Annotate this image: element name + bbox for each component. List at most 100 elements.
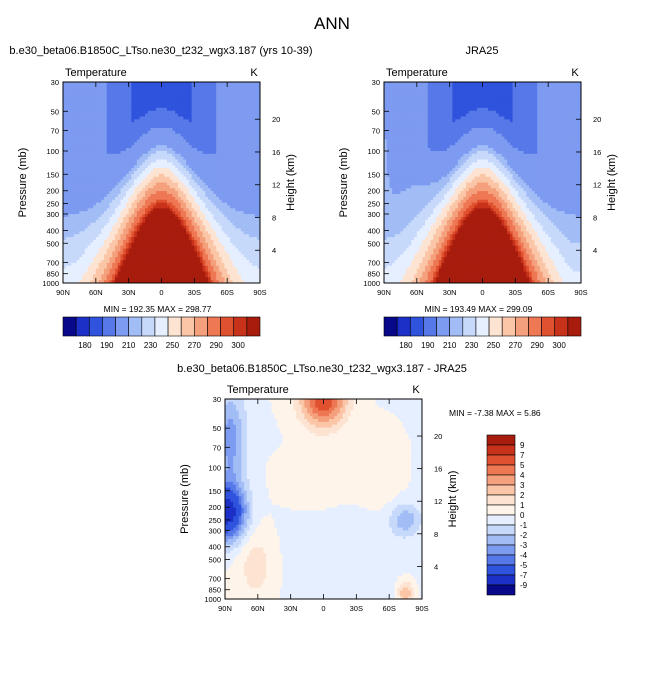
field-cell — [186, 196, 190, 201]
field-cell — [169, 82, 173, 86]
field-cell — [134, 193, 138, 198]
field-cell — [95, 234, 99, 238]
field-cell — [112, 262, 116, 267]
field-cell — [109, 165, 113, 169]
field-cell — [68, 251, 72, 255]
field-cell — [240, 153, 244, 158]
field-cell — [114, 176, 119, 181]
field-cell — [123, 153, 127, 158]
field-cell — [156, 153, 160, 158]
field-cell — [216, 254, 220, 258]
field-cell — [95, 159, 99, 163]
field-cell — [156, 139, 160, 143]
field-cell — [194, 254, 198, 258]
field-cell — [65, 159, 69, 163]
field-cell — [63, 125, 67, 129]
field-cell — [164, 113, 168, 117]
field-cell — [87, 196, 91, 201]
field-cell — [131, 262, 135, 267]
field-cell — [142, 237, 146, 241]
field-cell — [76, 125, 80, 129]
field-cell — [246, 262, 250, 267]
field-cell — [131, 211, 135, 215]
field-cell — [210, 196, 214, 201]
field-cell — [161, 182, 165, 186]
field-cell — [235, 271, 239, 275]
field-cell — [114, 93, 119, 97]
field-cell — [93, 262, 97, 267]
field-cell — [114, 125, 119, 129]
field-cell — [229, 196, 234, 201]
field-cell — [131, 139, 135, 143]
field-cell — [194, 165, 198, 169]
field-cell — [188, 173, 192, 178]
field-cell — [106, 139, 110, 143]
field-cell — [251, 222, 255, 226]
field-cell — [186, 148, 190, 152]
field-cell — [191, 185, 195, 189]
field-cell — [79, 277, 83, 281]
field-cell — [136, 260, 141, 264]
field-cell — [243, 260, 247, 264]
field-cell — [114, 96, 119, 100]
field-cell — [218, 165, 223, 169]
field-cell — [142, 277, 146, 281]
field-cell — [232, 216, 236, 221]
field-cell — [63, 87, 67, 92]
field-cell — [238, 271, 242, 275]
field-cell — [95, 280, 99, 284]
field-cell — [235, 153, 239, 158]
field-cell — [232, 219, 236, 224]
field-cell — [166, 251, 171, 255]
field-cell — [93, 193, 97, 198]
field-cell — [104, 90, 108, 94]
field-cell — [123, 93, 127, 97]
field-cell — [150, 153, 154, 158]
field-cell — [172, 171, 176, 175]
field-cell — [164, 208, 168, 212]
field-cell — [112, 130, 116, 135]
field-cell — [213, 251, 217, 255]
field-cell — [254, 182, 258, 186]
field-cell — [216, 130, 220, 135]
field-cell — [194, 262, 198, 267]
field-cell — [142, 136, 146, 140]
field-cell — [139, 254, 143, 258]
field-cell — [134, 153, 138, 158]
field-cell — [251, 90, 255, 94]
field-cell — [177, 193, 182, 198]
field-cell — [90, 136, 94, 140]
field-cell — [104, 271, 108, 275]
field-cell — [131, 113, 135, 117]
field-cell — [188, 87, 192, 92]
field-cell — [117, 107, 121, 112]
field-cell — [134, 268, 138, 272]
field-cell — [142, 150, 146, 155]
field-cell — [112, 119, 116, 123]
field-cell — [208, 119, 212, 123]
field-cell — [93, 87, 97, 92]
field-cell — [229, 274, 234, 278]
field-cell — [65, 110, 69, 114]
field-cell — [87, 268, 91, 272]
field-cell — [145, 191, 149, 195]
field-cell — [227, 234, 231, 238]
field-cell — [156, 93, 160, 97]
field-cell — [134, 107, 138, 112]
field-cell — [194, 182, 198, 186]
field-cell — [164, 245, 168, 249]
field-cell — [106, 122, 110, 126]
field-cell — [147, 162, 151, 166]
field-cell — [175, 102, 179, 106]
field-cell — [120, 257, 124, 261]
field-cell — [114, 162, 119, 166]
field-cell — [156, 251, 160, 255]
field-cell — [177, 156, 182, 160]
field-cell — [161, 136, 165, 140]
field-cell — [213, 130, 217, 135]
field-cell — [238, 199, 242, 203]
field-cell — [218, 208, 223, 212]
field-cell — [104, 239, 108, 244]
field-cell — [139, 102, 143, 106]
field-cell — [68, 125, 72, 129]
